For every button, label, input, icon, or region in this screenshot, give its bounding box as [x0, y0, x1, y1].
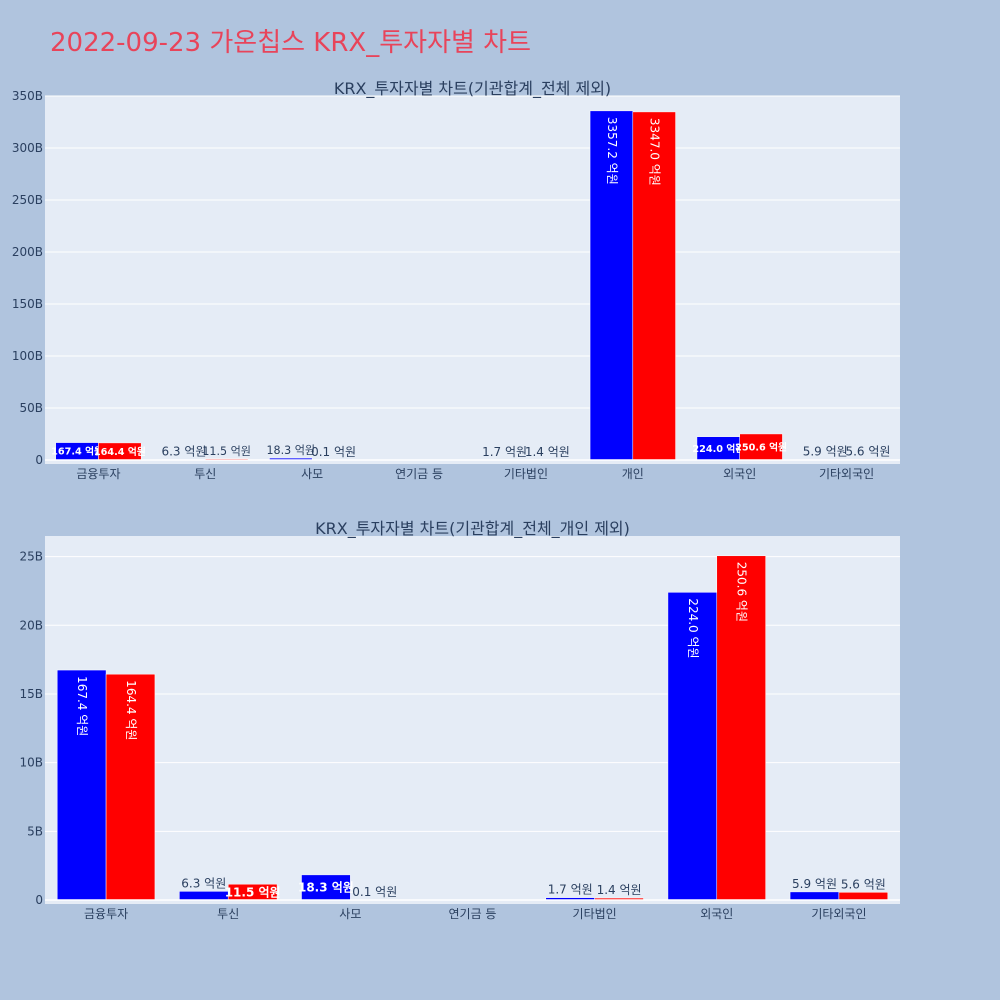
bar	[716, 555, 766, 901]
bar	[739, 433, 783, 461]
y-tick-label: 15B	[19, 687, 43, 701]
data-label: 3347.0 억원	[648, 118, 662, 186]
page-title: 2022-09-23 가온칩스 KRX_투자자별 차트	[50, 28, 532, 58]
chart-title-2: KRX_투자자별 차트(기관합계_전체_개인 제외)	[315, 519, 630, 539]
y-tick-label: 25B	[19, 550, 43, 564]
bar	[589, 110, 634, 461]
data-label: 5.6 억원	[841, 877, 886, 891]
data-label: 1.7 억원	[548, 883, 593, 897]
bar	[105, 673, 156, 901]
y-tick-label: 300B	[12, 141, 43, 155]
y-tick-label: 100B	[12, 349, 43, 363]
data-label: 167.4 억원	[75, 676, 89, 736]
bar	[301, 874, 351, 901]
data-label: 0.1 억원	[311, 445, 356, 459]
x-tick-label: 기타외국인	[819, 467, 874, 481]
y-tick-label: 10B	[19, 756, 43, 770]
data-label: 5.9 억원	[803, 444, 848, 458]
data-label: 1.4 억원	[597, 883, 642, 897]
bar	[56, 669, 107, 901]
data-label: 164.4 억원	[124, 680, 138, 740]
plot-area-1	[45, 96, 900, 464]
x-tick-label: 연기금 등	[395, 467, 443, 481]
x-tick-label: 개인	[622, 467, 644, 481]
data-label: 5.6 억원	[845, 444, 890, 458]
x-tick-label: 금융투자	[76, 467, 120, 481]
x-tick-label: 기타외국인	[811, 907, 866, 921]
data-label: 0.1 억원	[352, 885, 397, 899]
x-tick-label: 기타법인	[573, 907, 617, 921]
y-tick-label: 20B	[19, 618, 43, 632]
y-tick-label: 200B	[12, 245, 43, 259]
data-label: 6.3 억원	[181, 876, 226, 890]
bar	[838, 892, 889, 901]
x-tick-label: 기타법인	[504, 467, 548, 481]
x-tick-label: 외국인	[723, 467, 756, 481]
data-label: 224.0 억원	[686, 598, 700, 658]
bar	[789, 891, 840, 901]
data-label: 6.3 억원	[161, 444, 206, 458]
data-label: 224.0 억원	[692, 442, 744, 455]
x-tick-label: 연기금 등	[449, 907, 497, 921]
y-tick-label: 250B	[12, 193, 43, 207]
y-tick-label: 350B	[12, 89, 43, 103]
data-label: 167.4 억원	[51, 445, 103, 458]
y-tick-label: 0	[35, 893, 43, 907]
x-tick-label: 투신	[217, 907, 239, 921]
y-tick-label: 0	[35, 453, 43, 467]
data-label: 11.5 억원	[202, 445, 251, 458]
bar	[667, 592, 718, 901]
y-tick-label: 50B	[19, 401, 43, 415]
data-label: 250.6 억원	[735, 562, 749, 622]
x-tick-label: 외국인	[700, 907, 733, 921]
data-label: 1.7 억원	[482, 445, 527, 459]
x-tick-label: 투신	[194, 467, 216, 481]
bar	[632, 111, 676, 461]
y-tick-label: 150B	[12, 297, 43, 311]
data-label: 164.4 억원	[94, 445, 146, 458]
data-label: 11.5 억원	[225, 885, 281, 899]
data-label: 18.3 억원	[266, 444, 315, 457]
plot-area-2	[45, 536, 900, 904]
data-label: 3357.2 억원	[605, 117, 619, 185]
data-label: 18.3 억원	[298, 881, 354, 895]
data-label: 1.4 억원	[525, 445, 570, 459]
y-tick-label: 5B	[27, 824, 43, 838]
bar	[179, 891, 229, 901]
x-tick-label: 사모	[339, 907, 361, 921]
data-label: 5.9 억원	[792, 877, 837, 891]
data-label: 250.6 억원	[735, 440, 787, 453]
x-tick-label: 금융투자	[84, 907, 128, 921]
x-tick-label: 사모	[301, 467, 323, 481]
chart-title-1: KRX_투자자별 차트(기관합계_전체 제외)	[334, 79, 611, 99]
